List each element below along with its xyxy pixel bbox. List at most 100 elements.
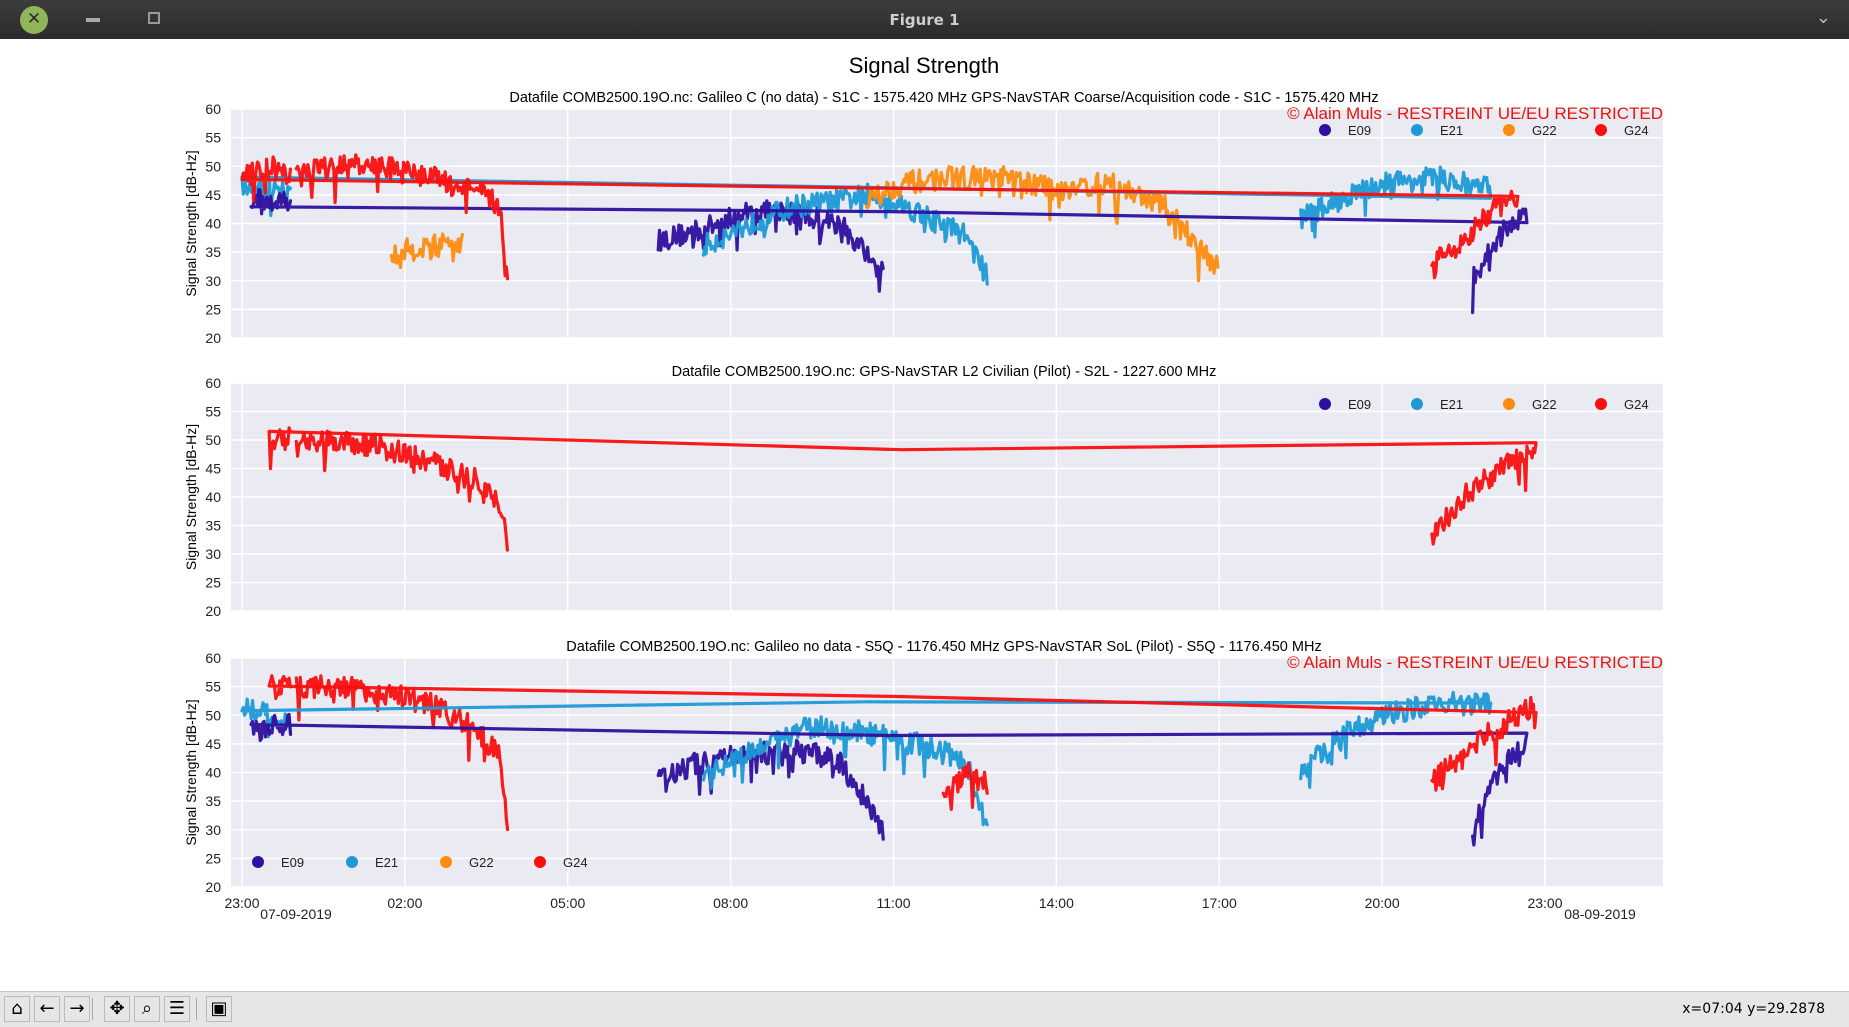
y-tick-label: 55 <box>205 404 221 420</box>
legend-label-E09: E09 <box>281 855 304 870</box>
legend-label-E09: E09 <box>1348 123 1371 138</box>
x-date-label-start: 07-09-2019 <box>260 906 332 922</box>
legend: E09 E21 G22 G24 <box>1319 397 1649 412</box>
legend-marker-G24 <box>1595 124 1607 136</box>
legend-label-E21: E21 <box>1440 123 1463 138</box>
legend-marker-E09 <box>1319 124 1331 136</box>
y-tick-label: 40 <box>205 216 221 232</box>
y-tick-label: 35 <box>205 793 221 809</box>
y-tick-label: 30 <box>205 273 221 289</box>
subplot-1: 20 25 30 35 40 45 50 55 60 Datafile COMB2500.19O.… <box>183 90 1663 346</box>
y-tick-label: 50 <box>205 158 221 174</box>
legend-label-E21: E21 <box>375 855 398 870</box>
x-date-label-end: 08-09-2019 <box>1564 906 1636 922</box>
x-tick-label: 14:00 <box>1039 895 1074 911</box>
y-tick-label: 60 <box>205 650 221 666</box>
series-E09-points <box>249 712 1529 847</box>
y-tick-label: 30 <box>205 822 221 838</box>
home-icon[interactable]: ⌂ <box>4 996 30 1022</box>
y-tick-label: 40 <box>205 489 221 505</box>
maximize-icon[interactable] <box>148 12 160 24</box>
y-tick-label: 25 <box>205 575 221 591</box>
x-tick-label: 20:00 <box>1365 895 1400 911</box>
x-tick-label: 02:00 <box>387 895 422 911</box>
y-tick-label: 35 <box>205 244 221 260</box>
y-tick-label: 35 <box>205 518 221 534</box>
legend-label-G24: G24 <box>1624 397 1649 412</box>
x-tick-label: 08:00 <box>713 895 748 911</box>
minimize-icon[interactable] <box>86 18 100 22</box>
legend-marker-E21 <box>1411 124 1423 136</box>
legend-label-E09: E09 <box>1348 397 1371 412</box>
x-tick-label: 05:00 <box>550 895 585 911</box>
y-tick-label: 45 <box>205 187 221 203</box>
legend-marker-G22 <box>1503 398 1515 410</box>
legend-marker-E09 <box>1319 398 1331 410</box>
toolbar-separator <box>196 998 197 1020</box>
series-G24-points <box>294 429 509 552</box>
cursor-coordinates: x=07:04 y=29.2878 <box>1682 1001 1825 1017</box>
subplot-2: 20 25 30 35 40 45 50 55 60 Datafile COMB2500.19O.… <box>183 364 1663 619</box>
series-E21-points <box>240 690 1493 789</box>
legend-label-G24: G24 <box>563 855 588 870</box>
legend-label-E21: E21 <box>1440 397 1463 412</box>
chart-title: Signal Strength <box>849 53 999 78</box>
legend-label-G22: G22 <box>1532 397 1557 412</box>
y-tick-label: 45 <box>205 736 221 752</box>
x-tick-label: 23:00 <box>1527 895 1562 911</box>
y-axis-label: Signal Strength [dB-Hz] <box>183 150 199 296</box>
arrow-right-icon[interactable]: → <box>64 996 90 1022</box>
subplot-3: 20 25 30 35 40 45 50 55 60 Datafile COMB2500.19O.… <box>183 639 1663 895</box>
navigation-toolbar: x=07:04 y=29.2878 ⌂ ← → ✥ ⌕ ☰ ▣ <box>0 991 1849 1027</box>
y-tick-label: 55 <box>205 130 221 146</box>
y-axis-label: Signal Strength [dB-Hz] <box>183 699 199 845</box>
copyright-notice: © Alain Muls - RESTREINT UE/EU RESTRICTE… <box>1287 104 1663 123</box>
subplot-title: Datafile COMB2500.19O.nc: Galileo C (no … <box>509 90 1378 106</box>
legend-marker-G22 <box>1503 124 1515 136</box>
magnifier-icon[interactable]: ⌕ <box>134 996 160 1022</box>
figure-canvas: Signal Strength 20 25 30 35 40 45 50 55 60 Datafil… <box>183 53 1663 922</box>
subplot-title: Datafile COMB2500.19O.nc: Galileo no dat… <box>566 639 1321 655</box>
series-G24-points <box>941 761 989 811</box>
legend-marker-G24 <box>534 856 546 868</box>
series-E21-points <box>701 715 989 827</box>
legend-marker-G22 <box>440 856 452 868</box>
series-G24-points <box>240 155 1520 280</box>
y-axis-label: Signal Strength [dB-Hz] <box>183 424 199 570</box>
window-title: Figure 1 <box>889 11 960 29</box>
y-tick-label: 40 <box>205 765 221 781</box>
series-G22-points <box>389 232 464 270</box>
legend-label-G24: G24 <box>1624 123 1649 138</box>
x-tick-label: 23:00 <box>224 895 259 911</box>
series-E09-points <box>656 738 885 841</box>
window-titlebar: Figure 1 ⌄ <box>0 0 1849 39</box>
y-tick-label: 45 <box>205 461 221 477</box>
close-icon[interactable] <box>20 6 48 34</box>
y-tick-label: 25 <box>205 301 221 317</box>
arrow-left-icon[interactable]: ← <box>34 996 60 1022</box>
x-tick-label: 17:00 <box>1202 895 1237 911</box>
y-tick-label: 20 <box>205 330 221 346</box>
y-tick-label: 50 <box>205 432 221 448</box>
legend-label-G22: G22 <box>1532 123 1557 138</box>
x-axis: 23:00 02:00 05:00 08:00 11:00 14:00 17:00 20:00… <box>224 895 1636 922</box>
series-G24-points <box>267 426 1538 546</box>
y-tick-label: 25 <box>205 850 221 866</box>
x-tick-label: 11:00 <box>877 895 911 911</box>
move-icon[interactable]: ✥ <box>104 996 130 1022</box>
series-G24-points <box>267 674 1538 792</box>
legend-marker-E09 <box>252 856 264 868</box>
legend: E09 E21 G22 G24 <box>252 855 588 870</box>
sliders-icon[interactable]: ☰ <box>164 996 190 1022</box>
y-tick-label: 60 <box>205 375 221 391</box>
legend-label-G22: G22 <box>469 855 494 870</box>
y-tick-label: 55 <box>205 679 221 695</box>
legend-marker-E21 <box>346 856 358 868</box>
floppy-icon[interactable]: ▣ <box>206 996 232 1022</box>
chevron-down-icon[interactable]: ⌄ <box>1815 7 1831 28</box>
subplot-title: Datafile COMB2500.19O.nc: GPS-NavSTAR L2… <box>672 364 1217 380</box>
series-G24-points <box>294 674 510 832</box>
y-tick-label: 60 <box>205 101 221 117</box>
legend-marker-G24 <box>1595 398 1607 410</box>
copyright-notice: © Alain Muls - RESTREINT UE/EU RESTRICTE… <box>1287 653 1663 672</box>
